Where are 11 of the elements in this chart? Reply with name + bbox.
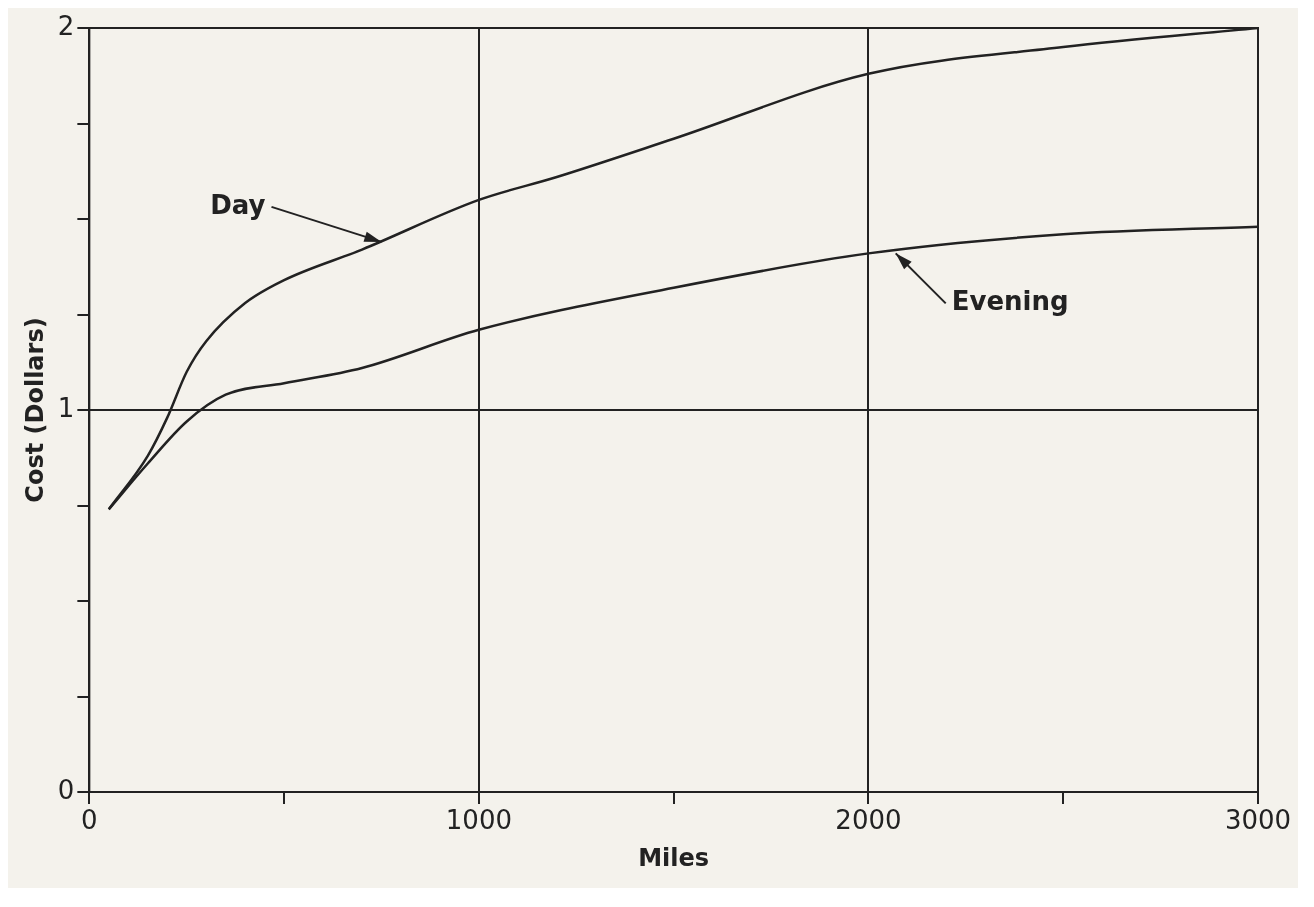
annotation: Day <box>210 189 266 220</box>
y-axis-title: Cost (Dollars) <box>20 317 49 503</box>
x-axis-title: Miles <box>638 843 710 872</box>
y-tick-label: 1 <box>57 392 75 423</box>
x-tick-label: 2000 <box>835 805 902 836</box>
annotation: Evening <box>951 286 1069 317</box>
y-tick-label: 2 <box>57 10 75 41</box>
x-tick-label: 0 <box>81 805 98 836</box>
x-tick-label: 3000 <box>1224 805 1292 836</box>
x-tick-label: 1000 <box>445 805 512 836</box>
y-tick-label: 0 <box>57 774 75 805</box>
